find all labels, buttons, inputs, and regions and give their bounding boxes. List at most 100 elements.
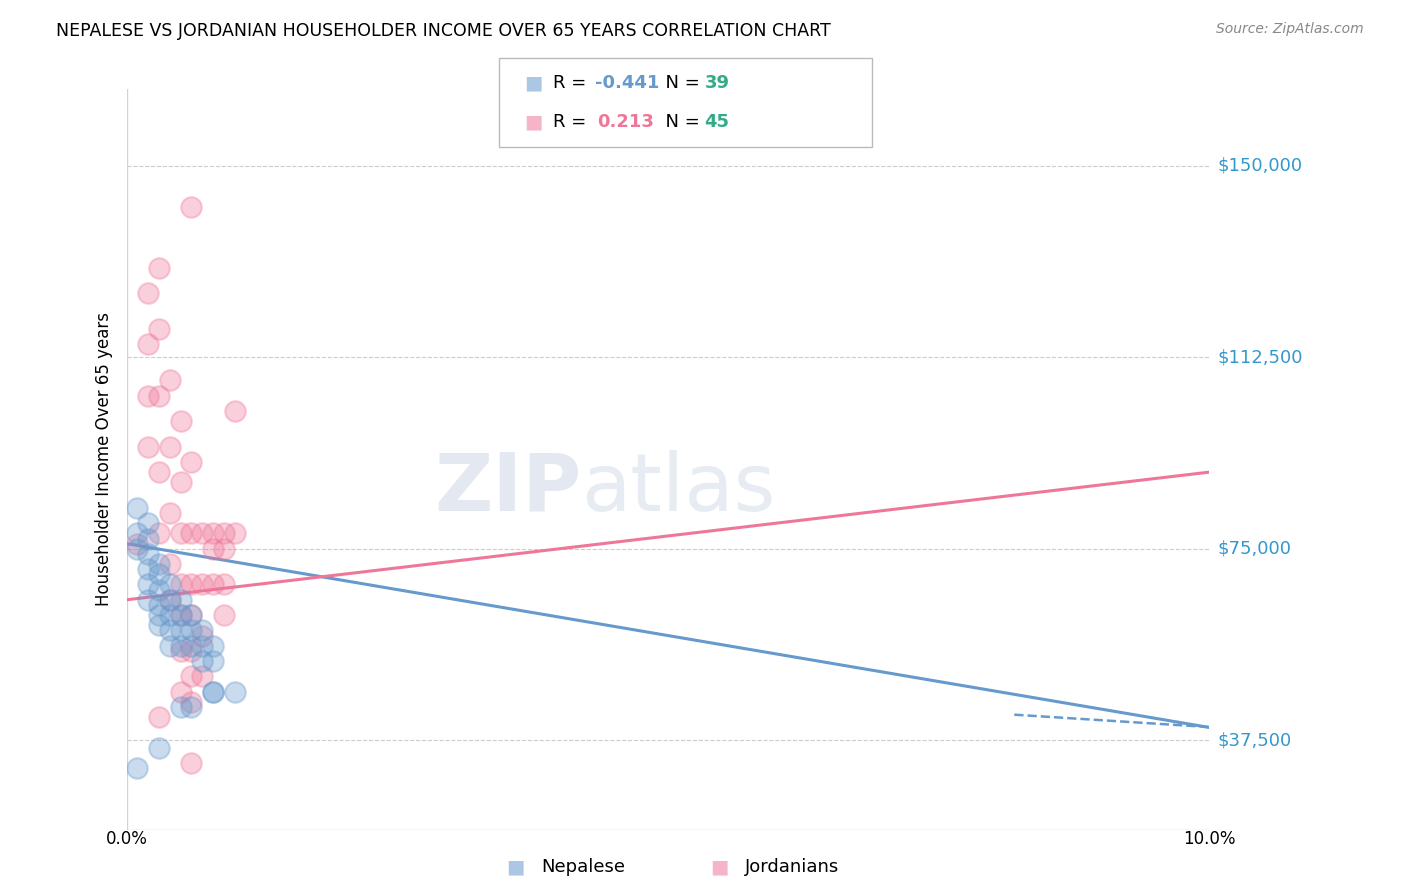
Point (148, 710, 170, 724)
Point (180, 624, 202, 638)
Point (148, 740, 170, 755)
Point (169, 684, 191, 698)
Point (180, 700, 202, 714)
Point (191, 628, 214, 642)
Point (191, 654, 214, 668)
Point (224, 684, 246, 698)
Point (159, 639, 181, 653)
Text: R =: R = (553, 113, 598, 131)
Text: 0.0%: 0.0% (105, 830, 148, 847)
Point (180, 200, 202, 214)
Point (169, 608, 191, 623)
Point (212, 577, 235, 591)
Point (180, 695, 202, 709)
Point (169, 639, 191, 653)
Point (127, 500, 149, 515)
Text: NEPALESE VS JORDANIAN HOUSEHOLDER INCOME OVER 65 YEARS CORRELATION CHART: NEPALESE VS JORDANIAN HOUSEHOLDER INCOME… (56, 22, 831, 40)
Y-axis label: Householder Income Over 65 years: Householder Income Over 65 years (94, 312, 112, 607)
Point (136, 337, 159, 351)
Point (202, 639, 225, 653)
Point (202, 684, 225, 698)
Text: N =: N = (654, 113, 706, 131)
Point (127, 526, 149, 541)
Text: Nepalese: Nepalese (541, 858, 626, 876)
Text: $75,000: $75,000 (1218, 540, 1292, 558)
Text: 10.0%: 10.0% (1182, 830, 1236, 847)
Point (159, 608, 181, 623)
Point (180, 644, 202, 658)
Text: -0.441: -0.441 (595, 74, 659, 92)
Text: N =: N = (654, 74, 706, 92)
Point (169, 592, 191, 607)
Text: ■: ■ (710, 857, 728, 877)
Point (180, 577, 202, 591)
Point (180, 639, 202, 653)
Point (169, 624, 191, 638)
Point (169, 644, 191, 658)
Point (191, 526, 214, 541)
Point (224, 526, 246, 541)
Text: Jordanians: Jordanians (745, 858, 839, 876)
Point (169, 700, 191, 714)
Point (202, 526, 225, 541)
Point (180, 669, 202, 683)
Point (148, 608, 170, 623)
Point (159, 440, 181, 454)
Point (169, 475, 191, 490)
Point (148, 260, 170, 275)
Point (159, 577, 181, 591)
Text: Source: ZipAtlas.com: Source: ZipAtlas.com (1216, 22, 1364, 37)
Point (148, 557, 170, 571)
Point (202, 654, 225, 668)
Point (191, 669, 214, 683)
Point (180, 526, 202, 541)
Point (180, 608, 202, 623)
Point (148, 465, 170, 479)
Point (136, 516, 159, 531)
Text: ZIP: ZIP (434, 450, 581, 528)
Point (159, 506, 181, 520)
Point (136, 547, 159, 561)
Point (148, 567, 170, 582)
Text: 39: 39 (704, 74, 730, 92)
Point (212, 608, 235, 623)
Point (159, 592, 181, 607)
Point (148, 598, 170, 612)
Text: ■: ■ (524, 112, 543, 132)
Point (180, 608, 202, 623)
Point (159, 592, 181, 607)
Point (159, 373, 181, 387)
Point (202, 541, 225, 556)
Point (159, 624, 181, 638)
Point (169, 526, 191, 541)
Text: $150,000: $150,000 (1218, 157, 1303, 175)
Point (180, 756, 202, 771)
Point (136, 440, 159, 454)
Point (224, 404, 246, 418)
Point (169, 577, 191, 591)
Point (148, 526, 170, 541)
Text: $37,500: $37,500 (1218, 731, 1292, 749)
Point (169, 608, 191, 623)
Text: ■: ■ (524, 73, 543, 93)
Point (212, 541, 235, 556)
Text: 0.213: 0.213 (598, 113, 654, 131)
Text: R =: R = (553, 74, 592, 92)
Point (136, 562, 159, 576)
Point (202, 577, 225, 591)
Point (136, 286, 159, 301)
Point (136, 577, 159, 591)
Point (169, 414, 191, 428)
Point (148, 388, 170, 402)
Text: $112,500: $112,500 (1218, 348, 1303, 367)
Point (148, 322, 170, 336)
Point (148, 582, 170, 597)
Text: atlas: atlas (581, 450, 776, 528)
Point (136, 532, 159, 546)
Point (127, 536, 149, 550)
Point (191, 577, 214, 591)
Text: 45: 45 (704, 113, 730, 131)
Point (136, 592, 159, 607)
Point (148, 618, 170, 632)
Point (180, 455, 202, 469)
